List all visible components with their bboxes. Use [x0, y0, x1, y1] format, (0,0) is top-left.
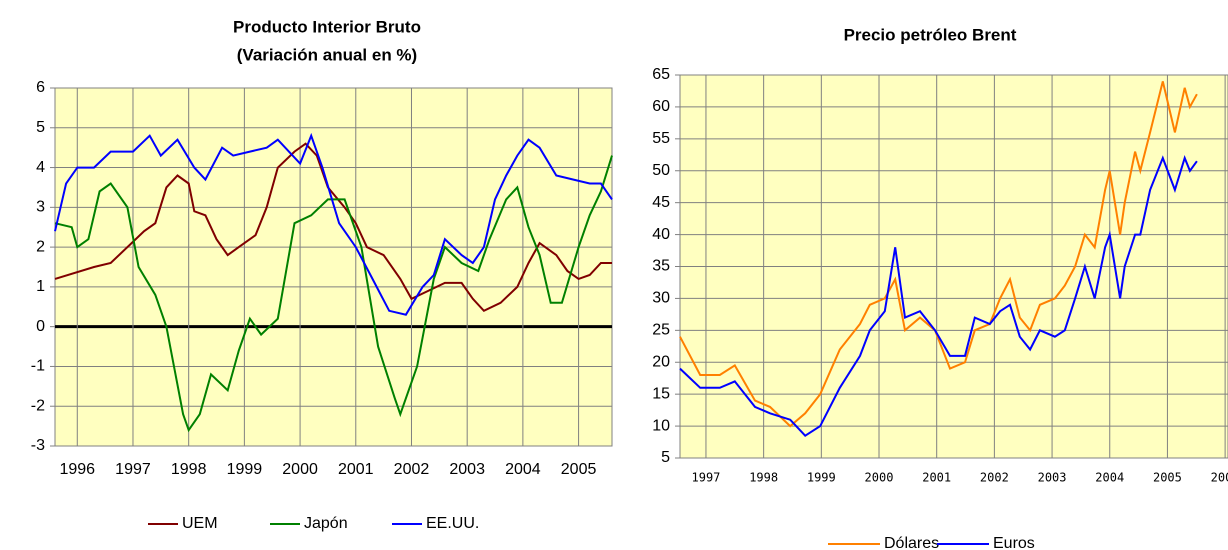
y-tick-label: 5: [36, 119, 45, 136]
y-tick-label: 45: [652, 194, 670, 211]
x-tick-label: 2005: [561, 461, 597, 478]
x-tick-label: 2002: [394, 461, 430, 478]
y-tick-label: 35: [652, 258, 670, 275]
y-tick-label: 30: [652, 290, 670, 307]
x-tick-label: 1996: [59, 461, 95, 478]
series-line: [679, 81, 1198, 428]
y-tick-label: -2: [31, 397, 45, 414]
legend-label: Japón: [304, 515, 348, 532]
x-tick-label: 1997: [115, 461, 151, 478]
y-tick-label: 2: [36, 238, 45, 255]
series-line: [54, 142, 612, 313]
y-tick-label: 6: [36, 79, 45, 96]
y-tick-label: 1: [36, 278, 45, 295]
y-tick-label: 25: [652, 322, 670, 339]
y-tick-label: 0: [36, 318, 45, 335]
x-tick-label: 2005: [1153, 471, 1182, 485]
chart-subtitle: (Variación anual en %): [237, 45, 417, 64]
x-tick-label: 2000: [865, 471, 894, 485]
y-tick-label: -3: [31, 437, 45, 454]
y-tick-label: 4: [36, 159, 45, 176]
y-tick-label: -1: [31, 358, 45, 375]
legend-label: EE.UU.: [426, 515, 479, 532]
legend-label: Euros: [993, 535, 1035, 550]
x-tick-label: 2001: [922, 471, 951, 485]
y-tick-label: 3: [36, 199, 45, 216]
x-tick-label: 1998: [749, 471, 778, 485]
x-tick-label: 2004: [505, 461, 541, 478]
series-line: [54, 155, 613, 433]
x-tick-label: 2001: [338, 461, 374, 478]
y-tick-label: 5: [661, 449, 670, 466]
y-tick-label: 55: [652, 130, 670, 147]
chart-title: Producto Interior Bruto: [233, 17, 421, 36]
series-line: [679, 155, 1198, 437]
x-tick-label: 2003: [449, 461, 485, 478]
x-tick-label: 1998: [171, 461, 207, 478]
y-tick-label: 20: [652, 353, 670, 370]
legend-label: Dólares: [884, 535, 939, 550]
y-tick-label: 60: [652, 98, 670, 115]
y-tick-label: 40: [652, 226, 670, 243]
x-tick-label: 1997: [692, 471, 721, 485]
plot-area: [54, 87, 613, 447]
chart-title: Precio petróleo Brent: [844, 25, 1017, 44]
x-tick-label: 2004: [1095, 471, 1124, 485]
x-tick-label: 2003: [1038, 471, 1067, 485]
x-tick-label: 1999: [807, 471, 836, 485]
x-tick-label: 2006: [1211, 471, 1228, 485]
x-tick-label: 1999: [227, 461, 263, 478]
y-tick-label: 15: [652, 385, 670, 402]
y-tick-label: 65: [652, 66, 670, 83]
legend-label: UEM: [182, 515, 218, 532]
y-tick-label: 50: [652, 162, 670, 179]
x-tick-label: 2000: [282, 461, 318, 478]
x-tick-label: 2002: [980, 471, 1009, 485]
y-tick-label: 10: [652, 417, 670, 434]
series-line: [54, 132, 613, 316]
